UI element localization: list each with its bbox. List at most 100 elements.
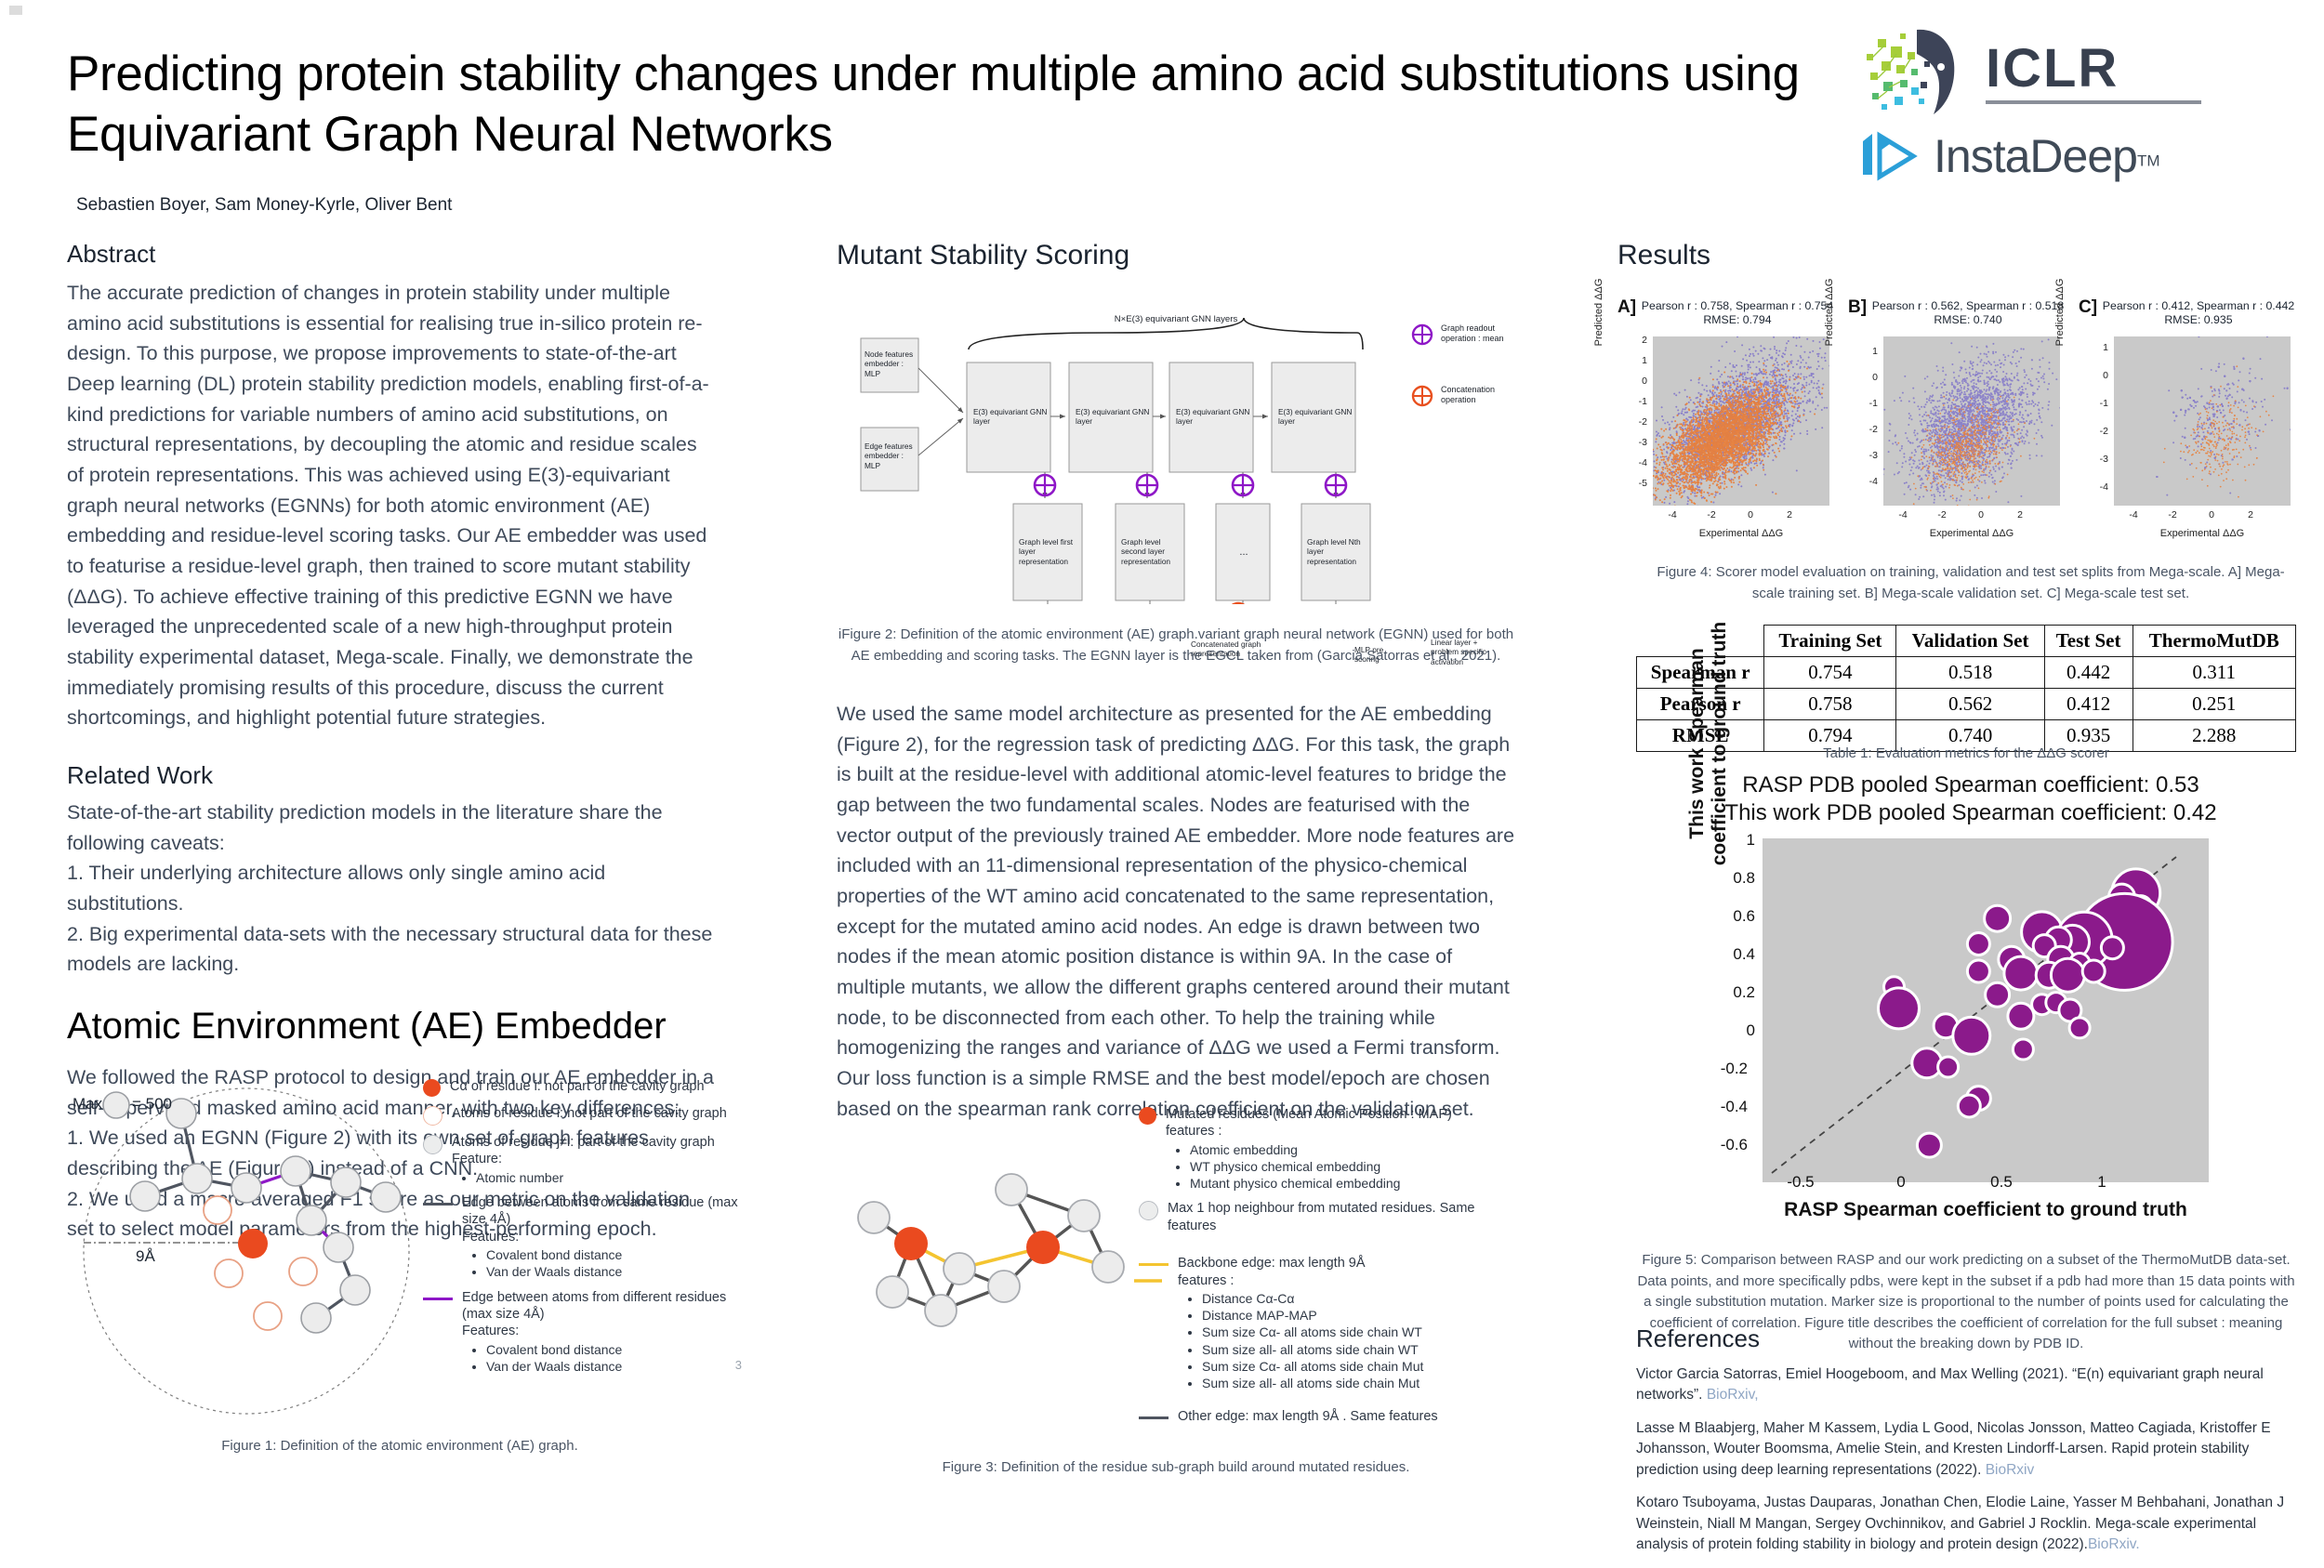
legend-text: Other edge: max length 9Å . Same feature… bbox=[1178, 1409, 1438, 1424]
figure-1-legend: Cα of residue i: not part of the cavity … bbox=[423, 1078, 744, 1383]
legend-text: Cα of residue i: not part of the cavity … bbox=[450, 1079, 705, 1094]
table-col-training: Training Set bbox=[1764, 626, 1896, 657]
ytick: -5 bbox=[1623, 478, 1647, 489]
reference-item: Lasse M Blaabjerg, Maher M Kassem, Lydia… bbox=[1636, 1418, 2305, 1481]
ytick: -0.4 bbox=[1697, 1098, 1748, 1116]
references-section: References Victor Garcia Satorras, Emiel… bbox=[1636, 1324, 2305, 1568]
panel-b-ylabel: Predicted ΔΔG bbox=[1824, 257, 1835, 368]
legend-sub-item: Sum size Cα- all atoms side chain Mut bbox=[1202, 1358, 1423, 1375]
instadeep-logo: InstaDeepTM bbox=[1859, 130, 2296, 182]
grey-circle-icon bbox=[1139, 1201, 1158, 1220]
figure-3: Mutated residues (Mean Atomic Position :… bbox=[855, 1115, 1515, 1441]
xtick: 0 bbox=[1876, 1173, 1926, 1192]
legend-sub-item: Mutant physico chemical embedding bbox=[1190, 1175, 1452, 1192]
orange-filled-dot-icon bbox=[1139, 1107, 1156, 1125]
ytick: -0.6 bbox=[1697, 1136, 1748, 1154]
figure-2-architecture: Node features embedder : MLP Edge featur… bbox=[837, 307, 1515, 604]
legend-sub-item: Van der Waals distance bbox=[486, 1263, 744, 1280]
biorxiv-link[interactable]: BioRxiv bbox=[1986, 1462, 2035, 1478]
table-row: Spearman r 0.754 0.518 0.442 0.311 bbox=[1637, 657, 2296, 689]
reference-text: Lasse M Blaabjerg, Maher M Kassem, Lydia… bbox=[1636, 1420, 2271, 1478]
results-heading: Results bbox=[1618, 240, 2296, 271]
scatter-panel-a: A] Pearson r : 0.758, Spearman r : 0.754… bbox=[1618, 297, 1841, 548]
legend-sub-item: Sum size Cα- all atoms side chain WT bbox=[1202, 1324, 1423, 1340]
reference-text: Kotaro Tsuboyama, Justas Dauparas, Jonat… bbox=[1636, 1495, 2284, 1552]
ytick: -4 bbox=[1623, 457, 1647, 468]
xtick: -0.5 bbox=[1776, 1173, 1826, 1192]
legend-sub-item: Atomic number bbox=[476, 1169, 715, 1186]
figure-4-caption: Figure 4: Scorer model evaluation on tra… bbox=[1645, 562, 2296, 604]
iclr-underline bbox=[1986, 100, 2201, 104]
legend-item: Atoms of residue i: not part of the cavi… bbox=[423, 1105, 744, 1126]
iclr-logo: ICLR bbox=[1859, 20, 2296, 125]
abstract-body: The accurate prediction of changes in pr… bbox=[67, 278, 718, 733]
ytick: -3 bbox=[1854, 450, 1878, 461]
legend-text: Backbone edge: max length 9Å bbox=[1178, 1256, 1366, 1271]
iclr-brain-icon bbox=[1859, 26, 1969, 119]
ytick: -1 bbox=[2084, 398, 2108, 409]
table-col-thermomutdb: ThermoMutDB bbox=[2133, 626, 2295, 657]
ytick: -0.2 bbox=[1697, 1060, 1748, 1078]
legend-sub-item: Distance MAP-MAP bbox=[1202, 1307, 1423, 1324]
scatter-panel-b: B] Pearson r : 0.562, Spearman r : 0.518… bbox=[1848, 297, 2071, 548]
xtick: -4 bbox=[1662, 509, 1683, 520]
ytick: 1 bbox=[2084, 342, 2108, 353]
xtick: 2 bbox=[2010, 509, 2030, 520]
table-cell: 0.754 bbox=[1764, 657, 1896, 689]
table-cell: 0.251 bbox=[2133, 689, 2295, 720]
biorxiv-link[interactable]: BioRxiv. bbox=[2088, 1536, 2140, 1552]
legend-item: Edge between atoms from same residue (ma… bbox=[423, 1194, 744, 1281]
panel-a-ylabel: Predicted ΔΔG bbox=[1593, 257, 1604, 368]
ytick: -2 bbox=[1854, 424, 1878, 435]
legend-sub-item: Sum size all- all atoms side chain Mut bbox=[1202, 1375, 1423, 1391]
figure-1-graph: Max = 500 9Å bbox=[56, 1069, 428, 1431]
orange-filled-dot-icon bbox=[423, 1079, 441, 1097]
xtick: 0 bbox=[1971, 509, 1991, 520]
legend-text: Atoms of residue i: not part of the cavi… bbox=[452, 1106, 727, 1121]
ytick: 0.6 bbox=[1705, 907, 1755, 926]
figure-2-caption: iFigure 2: Definition of the atomic envi… bbox=[837, 625, 1515, 666]
instadeep-mark-icon bbox=[1859, 130, 1921, 182]
ytick: 0 bbox=[1705, 1021, 1755, 1040]
dark-edge-line-icon bbox=[1139, 1416, 1169, 1419]
instadeep-wordmark: InstaDeep bbox=[1934, 130, 2137, 182]
legend-item: Max 1 hop neighbour from mutated residue… bbox=[1139, 1200, 1511, 1234]
table-cell: 0.758 bbox=[1764, 689, 1896, 720]
table-cell: 0.412 bbox=[2044, 689, 2133, 720]
panel-c-xlabel: Experimental ΔΔG bbox=[2114, 528, 2291, 539]
figure-1-max-label: Max bbox=[73, 1095, 102, 1113]
legend-text: Max 1 hop neighbour from mutated residue… bbox=[1168, 1201, 1474, 1232]
figure-4-scatter-row: A] Pearson r : 0.758, Spearman r : 0.754… bbox=[1618, 297, 2305, 548]
legend-item: Backbone edge: max length 9Å features : … bbox=[1139, 1255, 1511, 1391]
xtick: -2 bbox=[1932, 509, 1952, 520]
ytick: -1 bbox=[1623, 396, 1647, 407]
xtick: 1 bbox=[2077, 1173, 2127, 1192]
panel-a-xlabel: Experimental ΔΔG bbox=[1653, 528, 1829, 539]
legend-sub-item: Distance Cα-Cα bbox=[1202, 1290, 1423, 1307]
legend-sub-item: Covalent bond distance bbox=[486, 1246, 744, 1263]
legend-item: Cα of residue i: not part of the cavity … bbox=[423, 1078, 744, 1097]
legend-item: Other edge: max length 9Å . Same feature… bbox=[1139, 1408, 1511, 1425]
xtick: -4 bbox=[2123, 509, 2144, 520]
purple-edge-line-icon bbox=[423, 1298, 453, 1300]
legend-sub-item: WT physico chemical embedding bbox=[1190, 1158, 1452, 1175]
ytick: 0 bbox=[2084, 370, 2108, 381]
ytick: 0 bbox=[1854, 372, 1878, 383]
legend-item: Atoms of residue j≠i: part of the cavity… bbox=[423, 1134, 744, 1186]
ae-embedder-heading: Atomic Environment (AE) Embedder bbox=[67, 1006, 718, 1048]
table-cell: 0.518 bbox=[1896, 657, 2044, 689]
xtick: 0 bbox=[1740, 509, 1761, 520]
legend-sub-heading: Features: bbox=[462, 1230, 519, 1245]
panel-b-xlabel: Experimental ΔΔG bbox=[1883, 528, 2060, 539]
xtick: -2 bbox=[2162, 509, 2183, 520]
ytick: 0.8 bbox=[1705, 869, 1755, 888]
biorxiv-link[interactable]: BioRxiv, bbox=[1707, 1387, 1759, 1403]
figure-5-bubble-chart: RASP PDB pooled Spearman coefficient: 0.… bbox=[1673, 771, 2268, 1236]
author-list: Sebastien Boyer, Sam Money-Kyrle, Oliver… bbox=[76, 195, 452, 216]
ytick: 1 bbox=[1623, 355, 1647, 366]
figure-5-title-line-2: This work PDB pooled Spearman coefficien… bbox=[1673, 799, 2268, 827]
legend-sub-heading: Features: bbox=[462, 1324, 519, 1338]
reference-item: Victor Garcia Satorras, Emiel Hoogeboom,… bbox=[1636, 1364, 2305, 1406]
